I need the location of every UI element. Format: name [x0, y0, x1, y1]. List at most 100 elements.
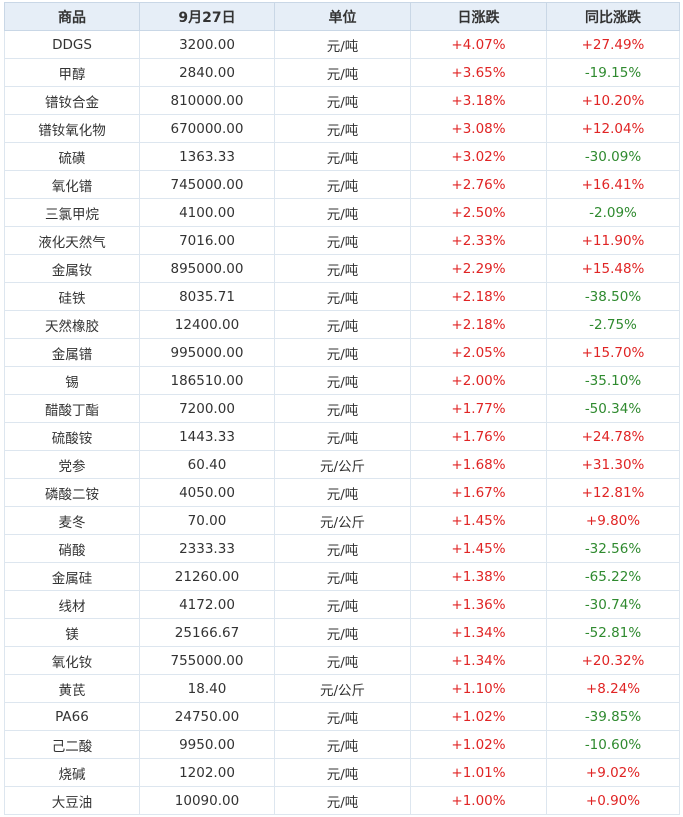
commodity-cell: 黄芪 — [4, 674, 140, 703]
table-row: 硝酸 2333.33 元/吨 +1.45% -32.56% — [4, 534, 680, 563]
table-row: 金属钕 895000.00 元/吨 +2.29% +15.48% — [4, 254, 680, 283]
daily-change-cell: +1.38% — [410, 562, 547, 591]
price-cell: 21260.00 — [139, 562, 275, 591]
unit-cell: 元/吨 — [274, 170, 411, 199]
table-row: 天然橡胶 12400.00 元/吨 +2.18% -2.75% — [4, 310, 680, 339]
unit-cell: 元/吨 — [274, 786, 411, 815]
commodity-cell: 镁 — [4, 618, 140, 647]
daily-change-cell: +1.34% — [410, 646, 547, 675]
commodity-cell: 金属钕 — [4, 254, 140, 283]
price-cell: 18.40 — [139, 674, 275, 703]
yoy-change-cell: -19.15% — [546, 58, 680, 87]
price-cell: 4100.00 — [139, 198, 275, 227]
commodity-cell: 硅铁 — [4, 282, 140, 311]
commodity-cell: 线材 — [4, 590, 140, 619]
daily-change-cell: +2.00% — [410, 366, 547, 395]
yoy-change-cell: +16.41% — [546, 170, 680, 199]
daily-change-cell: +3.02% — [410, 142, 547, 171]
unit-cell: 元/吨 — [274, 226, 411, 255]
daily-change-cell: +1.67% — [410, 478, 547, 507]
price-cell: 1363.33 — [139, 142, 275, 171]
yoy-change-cell: +15.70% — [546, 338, 680, 367]
table-row: 氧化镨 745000.00 元/吨 +2.76% +16.41% — [4, 170, 680, 199]
yoy-change-cell: +24.78% — [546, 422, 680, 451]
unit-cell: 元/吨 — [274, 310, 411, 339]
daily-change-cell: +1.02% — [410, 702, 547, 731]
commodity-cell: PA66 — [4, 702, 140, 731]
daily-change-cell: +2.29% — [410, 254, 547, 283]
table-row: 氧化钕 755000.00 元/吨 +1.34% +20.32% — [4, 646, 680, 675]
commodity-cell: 醋酸丁酯 — [4, 394, 140, 423]
yoy-change-cell: -32.56% — [546, 534, 680, 563]
unit-cell: 元/公斤 — [274, 450, 411, 479]
daily-change-cell: +2.33% — [410, 226, 547, 255]
unit-cell: 元/吨 — [274, 478, 411, 507]
yoy-change-cell: +0.90% — [546, 786, 680, 815]
price-cell: 24750.00 — [139, 702, 275, 731]
commodity-cell: 己二酸 — [4, 730, 140, 759]
header-date-price: 9月27日 — [139, 2, 275, 31]
unit-cell: 元/吨 — [274, 646, 411, 675]
table-row: 党参 60.40 元/公斤 +1.68% +31.30% — [4, 450, 680, 479]
price-cell: 60.40 — [139, 450, 275, 479]
daily-change-cell: +4.07% — [410, 30, 547, 59]
unit-cell: 元/吨 — [274, 282, 411, 311]
commodity-cell: 金属镨 — [4, 338, 140, 367]
daily-change-cell: +1.45% — [410, 506, 547, 535]
table-row: 镨钕合金 810000.00 元/吨 +3.18% +10.20% — [4, 86, 680, 115]
price-cell: 745000.00 — [139, 170, 275, 199]
unit-cell: 元/吨 — [274, 758, 411, 787]
price-cell: 70.00 — [139, 506, 275, 535]
unit-cell: 元/吨 — [274, 86, 411, 115]
price-cell: 8035.71 — [139, 282, 275, 311]
header-yoy-change: 同比涨跌 — [546, 2, 680, 31]
table-row: 镨钕氧化物 670000.00 元/吨 +3.08% +12.04% — [4, 114, 680, 143]
yoy-change-cell: +27.49% — [546, 30, 680, 59]
unit-cell: 元/吨 — [274, 254, 411, 283]
table-row: 三氯甲烷 4100.00 元/吨 +2.50% -2.09% — [4, 198, 680, 227]
price-cell: 810000.00 — [139, 86, 275, 115]
header-unit: 单位 — [274, 2, 411, 31]
commodity-cell: 麦冬 — [4, 506, 140, 535]
yoy-change-cell: -38.50% — [546, 282, 680, 311]
daily-change-cell: +2.76% — [410, 170, 547, 199]
unit-cell: 元/吨 — [274, 730, 411, 759]
price-table-container: 商品 9月27日 单位 日涨跌 同比涨跌 DDGS 3200.00 元/吨 +4.07… — [4, 2, 680, 815]
price-cell: 1202.00 — [139, 758, 275, 787]
daily-change-cell: +1.01% — [410, 758, 547, 787]
unit-cell: 元/吨 — [274, 366, 411, 395]
commodity-cell: 液化天然气 — [4, 226, 140, 255]
daily-change-cell: +3.08% — [410, 114, 547, 143]
unit-cell: 元/吨 — [274, 114, 411, 143]
yoy-change-cell: -30.09% — [546, 142, 680, 171]
daily-change-cell: +1.36% — [410, 590, 547, 619]
yoy-change-cell: -2.09% — [546, 198, 680, 227]
daily-change-cell: +1.76% — [410, 422, 547, 451]
table-row: 黄芪 18.40 元/公斤 +1.10% +8.24% — [4, 674, 680, 703]
price-cell: 995000.00 — [139, 338, 275, 367]
yoy-change-cell: +20.32% — [546, 646, 680, 675]
price-cell: 186510.00 — [139, 366, 275, 395]
price-cell: 895000.00 — [139, 254, 275, 283]
yoy-change-cell: +31.30% — [546, 450, 680, 479]
commodity-cell: 烧碱 — [4, 758, 140, 787]
yoy-change-cell: +8.24% — [546, 674, 680, 703]
commodity-cell: 锡 — [4, 366, 140, 395]
unit-cell: 元/吨 — [274, 422, 411, 451]
price-cell: 2333.33 — [139, 534, 275, 563]
unit-cell: 元/吨 — [274, 590, 411, 619]
yoy-change-cell: +9.80% — [546, 506, 680, 535]
daily-change-cell: +1.45% — [410, 534, 547, 563]
commodity-cell: 硫酸铵 — [4, 422, 140, 451]
table-row: DDGS 3200.00 元/吨 +4.07% +27.49% — [4, 30, 680, 59]
yoy-change-cell: -2.75% — [546, 310, 680, 339]
header-commodity: 商品 — [4, 2, 140, 31]
daily-change-cell: +2.18% — [410, 282, 547, 311]
yoy-change-cell: +10.20% — [546, 86, 680, 115]
daily-change-cell: +1.10% — [410, 674, 547, 703]
table-row: 磷酸二铵 4050.00 元/吨 +1.67% +12.81% — [4, 478, 680, 507]
yoy-change-cell: -50.34% — [546, 394, 680, 423]
daily-change-cell: +3.65% — [410, 58, 547, 87]
yoy-change-cell: -10.60% — [546, 730, 680, 759]
daily-change-cell: +1.00% — [410, 786, 547, 815]
